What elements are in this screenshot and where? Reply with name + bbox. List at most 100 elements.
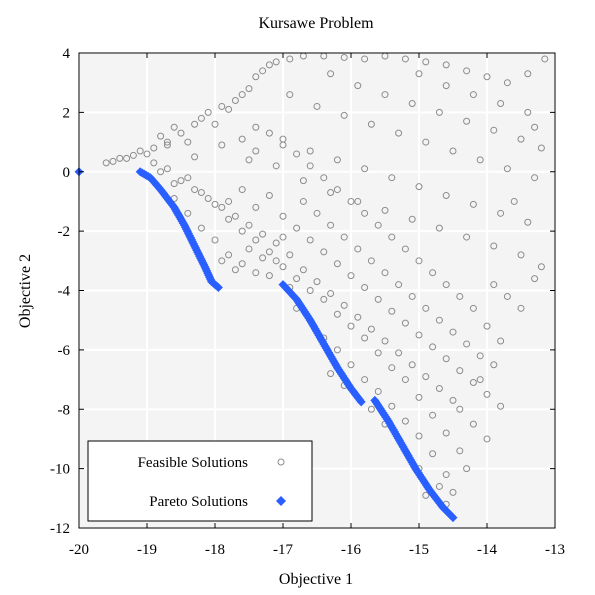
feasible-point: [541, 55, 549, 63]
feasible-point: [374, 295, 382, 303]
feasible-point: [442, 61, 450, 69]
feasible-point: [245, 245, 253, 253]
feasible-point: [245, 221, 253, 229]
feasible-point: [231, 97, 239, 104]
feasible-point: [435, 224, 443, 232]
feasible-point: [401, 376, 409, 384]
x-tick-label: -16: [341, 542, 361, 558]
feasible-point: [463, 340, 471, 348]
feasible-point: [537, 144, 545, 152]
feasible-point: [218, 102, 226, 110]
feasible-point: [361, 284, 369, 292]
feasible-point: [374, 349, 382, 357]
feasible-point: [143, 150, 151, 158]
feasible-point: [537, 263, 545, 271]
feasible-point: [524, 70, 532, 78]
feasible-point: [435, 316, 443, 324]
feasible-point: [272, 239, 280, 247]
feasible-point: [388, 307, 396, 315]
feasible-point: [347, 272, 355, 280]
feasible-point: [422, 138, 430, 146]
feasible-point: [340, 301, 348, 309]
feasible-point: [265, 192, 273, 199]
feasible-point: [286, 251, 294, 259]
feasible-point: [408, 215, 416, 223]
feasible-point: [333, 346, 341, 354]
feasible-point: [259, 254, 267, 262]
feasible-point: [374, 221, 382, 229]
feasible-point: [435, 384, 443, 392]
feasible-point: [497, 99, 505, 107]
feasible-point: [238, 227, 246, 235]
y-tick-label: -4: [58, 284, 71, 300]
feasible-point: [354, 313, 362, 321]
legend-marker-pareto: [276, 496, 286, 506]
feasible-point: [197, 224, 205, 232]
feasible-point: [442, 192, 450, 199]
feasible-point: [490, 361, 498, 369]
feasible-point: [218, 141, 226, 149]
feasible-point: [211, 200, 219, 208]
feasible-point: [170, 180, 178, 188]
feasible-point: [293, 150, 301, 158]
feasible-point: [401, 319, 409, 327]
y-axis-tick-labels: 4 2 0 -2 -4 -6 -8 -10 -12: [50, 46, 71, 537]
feasible-point: [286, 91, 294, 99]
feasible-point: [381, 91, 389, 99]
feasible-point: [456, 367, 464, 375]
feasible-point: [177, 177, 185, 185]
feasible-point: [272, 257, 280, 265]
feasible-point: [442, 281, 450, 289]
feasible-point: [449, 488, 457, 496]
feasible-point: [197, 189, 205, 197]
feasible-point: [231, 212, 239, 220]
feasible-point: [463, 67, 471, 75]
pareto-point: [213, 283, 223, 293]
feasible-point: [211, 120, 219, 128]
x-tick-label: -15: [409, 542, 429, 558]
feasible-point: [422, 58, 430, 66]
feasible-point: [279, 263, 287, 271]
feasible-point: [483, 73, 491, 81]
feasible-point: [442, 471, 450, 479]
feasible-point: [170, 123, 178, 131]
feasible-point: [265, 272, 273, 280]
feasible-point: [490, 242, 498, 250]
feasible-point: [347, 361, 355, 369]
legend-box: [87, 440, 313, 522]
feasible-point: [469, 200, 477, 208]
feasible-point: [381, 206, 389, 214]
feasible-point: [449, 328, 457, 336]
feasible-point: [524, 108, 532, 116]
feasible-point: [361, 165, 369, 173]
y-tick-label: -12: [50, 521, 70, 537]
feasible-point: [252, 123, 260, 131]
feasible-point: [469, 304, 477, 312]
feasible-point: [442, 429, 450, 437]
feasible-point: [347, 197, 355, 205]
feasible-point: [517, 251, 525, 259]
feasible-point: [503, 292, 511, 300]
feasible-point: [408, 99, 416, 107]
y-tick-label: 2: [63, 105, 71, 121]
feasible-point: [163, 165, 171, 173]
feasible-point: [252, 203, 260, 211]
feasible-point: [306, 162, 314, 170]
feasible-point: [429, 269, 437, 277]
feasible-point: [306, 236, 314, 244]
feasible-point: [225, 197, 233, 205]
feasible-point: [136, 147, 144, 155]
feasible-point: [320, 248, 328, 256]
feasible-point: [429, 411, 437, 419]
axis-ticks: [78, 52, 556, 529]
feasible-point: [299, 177, 307, 185]
feasible-point: [299, 197, 307, 205]
feasible-point: [367, 120, 375, 128]
feasible-point: [415, 432, 423, 440]
feasible-point: [116, 154, 124, 162]
feasible-point: [340, 53, 348, 61]
feasible-point: [184, 209, 192, 217]
feasible-point: [517, 135, 525, 143]
y-tick-label: 0: [63, 165, 71, 181]
feasible-point: [483, 390, 491, 398]
